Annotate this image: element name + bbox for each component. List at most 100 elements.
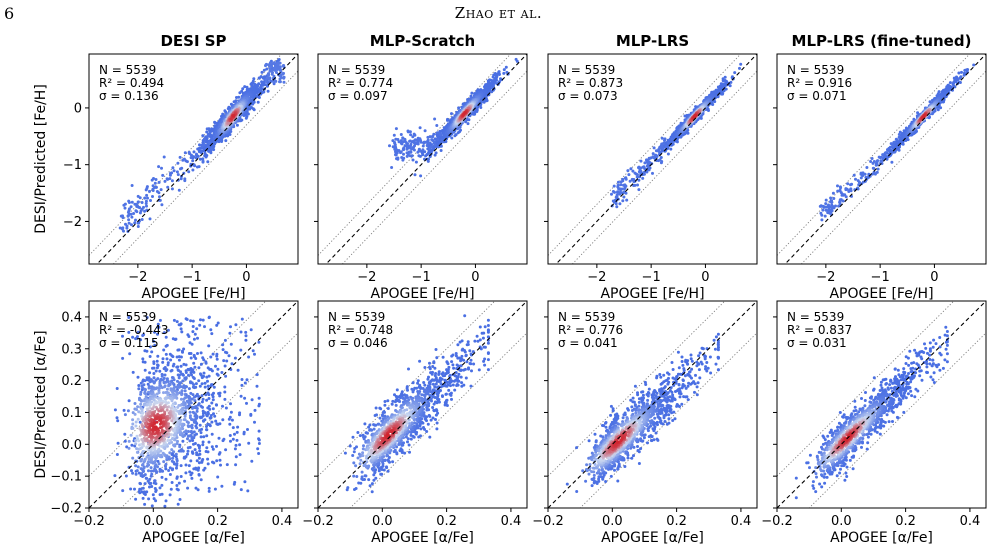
scatter-point bbox=[138, 487, 142, 491]
scatter-point bbox=[637, 188, 641, 192]
scatter-point bbox=[514, 57, 518, 61]
scatter-point bbox=[403, 144, 407, 148]
scatter-point bbox=[193, 399, 197, 403]
scatter-point bbox=[148, 189, 151, 193]
scatter-point bbox=[647, 156, 651, 160]
scatter-point bbox=[502, 68, 506, 72]
scatter-point bbox=[282, 71, 285, 75]
scatter-point bbox=[270, 72, 274, 76]
scatter-point bbox=[189, 153, 193, 157]
scatter-point bbox=[854, 177, 857, 181]
scatter-point bbox=[850, 182, 854, 186]
scatter-point bbox=[158, 369, 162, 373]
scatter-point bbox=[122, 203, 126, 207]
scatter-point bbox=[160, 475, 164, 479]
scatter-point bbox=[245, 401, 248, 405]
scatter-point bbox=[948, 81, 952, 85]
scatter-point bbox=[257, 396, 261, 400]
scatter-point bbox=[214, 403, 218, 407]
scatter-point bbox=[156, 332, 159, 336]
scatter-point bbox=[660, 142, 664, 146]
scatter-point bbox=[897, 133, 901, 136]
stat-line: σ = 0.097 bbox=[328, 89, 388, 103]
scatter-point bbox=[238, 411, 242, 415]
scatter-point bbox=[127, 207, 131, 211]
scatter-point bbox=[143, 482, 147, 486]
scatter-point bbox=[190, 476, 194, 480]
scatter-point bbox=[226, 121, 230, 125]
scatter-point bbox=[257, 402, 261, 406]
x-tick-label: −1 bbox=[183, 270, 202, 285]
x-tick-label: −2 bbox=[816, 270, 835, 285]
scatter-point bbox=[888, 145, 892, 149]
scatter-point bbox=[152, 362, 156, 365]
scatter-point bbox=[408, 150, 412, 154]
scatter-point bbox=[205, 425, 208, 428]
scatter-point bbox=[636, 183, 639, 187]
scatter-point bbox=[274, 79, 278, 83]
scatter-point bbox=[133, 487, 136, 491]
scatter-point bbox=[179, 370, 182, 374]
scatter-point bbox=[623, 185, 627, 189]
reference-lines bbox=[548, 54, 757, 264]
scatter-point bbox=[198, 415, 202, 419]
scatter-point bbox=[169, 369, 173, 373]
scatter-point bbox=[234, 323, 238, 327]
scatter-point bbox=[113, 408, 117, 412]
scatter-point bbox=[243, 381, 247, 385]
scatter-point bbox=[206, 422, 210, 426]
scatter-point bbox=[951, 82, 955, 86]
scatter-point bbox=[270, 65, 274, 69]
scatter-point bbox=[166, 185, 170, 189]
scatter-point bbox=[190, 471, 194, 475]
scatter-point bbox=[245, 378, 249, 382]
scatter-point bbox=[180, 349, 184, 353]
scatter-point bbox=[135, 469, 139, 473]
scatter-point bbox=[870, 157, 874, 160]
scatter-point bbox=[145, 490, 149, 494]
scatter-point bbox=[874, 163, 878, 167]
scatter-point bbox=[187, 387, 191, 391]
scatter-point bbox=[150, 504, 154, 508]
scatter-point bbox=[890, 160, 894, 164]
scatter-point bbox=[620, 187, 624, 191]
scatter-point bbox=[388, 144, 391, 148]
scatter-point bbox=[200, 394, 204, 398]
scatter-point bbox=[224, 139, 228, 143]
scatter-point bbox=[238, 453, 242, 457]
scatter-point bbox=[192, 370, 196, 374]
scatter-point bbox=[192, 155, 196, 159]
scatter-point bbox=[235, 123, 239, 127]
scatter-point bbox=[171, 467, 175, 471]
scatter-point bbox=[195, 392, 199, 396]
scatter-point bbox=[219, 463, 222, 467]
scatter-point bbox=[127, 221, 131, 225]
scatter-point bbox=[136, 330, 140, 334]
scatter-point bbox=[153, 343, 157, 347]
scatter-point bbox=[175, 484, 179, 487]
scatter-point bbox=[198, 449, 202, 453]
scatter-point bbox=[627, 173, 631, 177]
scatter-point bbox=[230, 362, 234, 366]
scatter-point bbox=[266, 89, 270, 93]
scatter-point bbox=[391, 145, 395, 149]
scatter-point bbox=[130, 200, 134, 204]
scatter-point bbox=[193, 433, 197, 437]
scatter-point bbox=[616, 191, 619, 194]
scatter-point bbox=[136, 375, 140, 379]
scatter-point bbox=[215, 352, 219, 356]
scatter-point bbox=[186, 452, 189, 456]
scatter-point bbox=[225, 359, 229, 363]
scatter-point bbox=[209, 328, 213, 332]
scatter-point bbox=[820, 204, 824, 208]
offset-line bbox=[777, 54, 971, 256]
scatter-point bbox=[667, 141, 671, 145]
scatter-point bbox=[137, 490, 141, 493]
scatter-point bbox=[244, 330, 248, 334]
scatter-point bbox=[195, 459, 199, 463]
offset-line bbox=[571, 70, 757, 264]
scatter-point bbox=[635, 173, 639, 177]
panel-title: MLP-Scratch bbox=[370, 32, 475, 50]
scatter-point bbox=[828, 208, 832, 212]
